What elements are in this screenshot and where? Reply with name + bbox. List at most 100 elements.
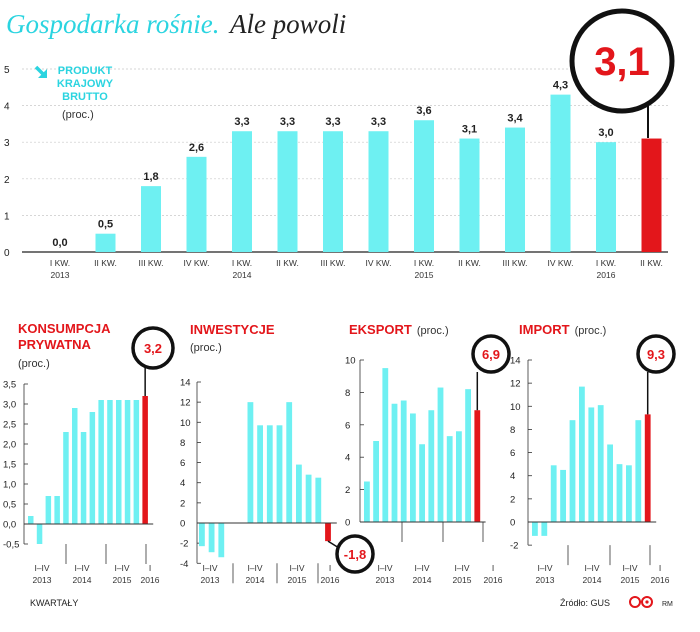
import-callout-circle [636,334,676,374]
import-y-tick: 6 [510,448,515,459]
konsumpcja-bar [124,400,131,524]
gdp-value-label: 3,3 [280,116,295,128]
eksport-callout-circle [471,334,511,374]
gdp-x-label: IV KW. [548,258,574,268]
eksport-x-label: 2015 [453,575,472,585]
import-bar [550,465,557,522]
eksport-x-label: I–IV [454,563,469,573]
title-part-1: Gospodarka rośnie. [6,9,220,39]
inwestycje-x-label: I–IV [289,563,304,573]
import-x-label: 2013 [536,575,555,585]
konsumpcja-y-tick: 1,5 [3,460,16,471]
gdp-value-label: 1,8 [143,171,158,183]
gdp-value-label: 3,6 [416,105,431,117]
inwestycje-y-tick: 8 [180,438,185,449]
import-bar [588,407,595,522]
import-y-tick: 14 [510,356,521,367]
arrow-down-right-icon [34,65,47,78]
eksport-bar [446,436,453,522]
inwestycje-bar [286,402,293,523]
gdp-y-tick: 2 [4,175,10,186]
inwestycje-y-tick: 12 [180,398,191,409]
import-chart: 14 12 10 8 6 4 2 0 -2 I–IV 2013 I–IV 2014 I–IV 2015 I 20… [510,322,676,585]
inwestycje-y-tick: -2 [180,539,188,550]
konsumpcja-bar [72,408,78,524]
inwestycje-x-label: I–IV [247,563,262,573]
eksport-bar [410,413,416,522]
gdp-bar-highlight [641,138,662,252]
gdp-x-label: I KW. [596,258,616,268]
gdp-value-label: 0,5 [98,219,113,231]
import-x-label: I–IV [622,563,637,573]
gdp-x-label: IV KW. [184,258,210,268]
page-title: Gospodarka rośnie. Ale powoli [6,9,346,39]
eksport-bar [373,441,379,522]
inwestycje-x-label: 2016 [321,575,340,585]
inwestycje-bar [199,523,205,547]
eksport-x-label: 2016 [484,575,503,585]
inwestycje-highlight-value: -1,8 [344,547,366,562]
eksport-bar [428,410,435,522]
inwestycje-bar [266,425,273,523]
gdp-highlight-value: 3,1 [594,40,650,84]
konsumpcja-bar [133,400,140,524]
konsumpcja-y-tick: -0,5 [3,540,19,551]
gdp-value-labels: 0,0 0,5 1,8 2,6 3,3 3,3 3,3 3,3 3,6 3,1 3,4 4,3 3,0 [52,80,613,249]
import-bar-highlight [644,414,651,522]
eksport-y-tick: 6 [345,420,350,431]
inwestycje-x-label: 2013 [201,575,220,585]
konsumpcja-y-tick: 2,5 [3,420,16,431]
gdp-x-label: II KW. [276,258,299,268]
gdp-unit-label: (proc.) [62,109,94,121]
small-charts: 3,5 3,0 2,5 2,0 1,5 1,0 0,5 0,0 -0,5 I–IV 2013 I–IV… [3,321,676,585]
inwestycje-bar [208,523,215,553]
import-bar [560,469,566,522]
gdp-x-label: III KW. [502,258,527,268]
inwestycje-bar [296,464,302,523]
eksport-y-tick: 0 [345,518,350,529]
gdp-bar [95,233,116,252]
eksport-highlight-value: 6,9 [482,347,500,362]
import-y-tick: 8 [510,425,515,436]
import-y-tick: -2 [510,541,518,552]
inwestycje-chart: 14 12 10 8 6 4 2 0 -2 -4 I–IV 2013 I–IV 2014 I–IV 2015 I… [180,322,375,585]
eksport-y-tick: 10 [345,356,356,367]
konsumpcja-x-label: I [149,563,151,573]
footer-initials: RM [662,601,673,608]
eksport-bar [456,431,462,522]
konsumpcja-x-label: 2016 [141,575,160,585]
import-bar [579,386,585,522]
import-bar [597,405,604,522]
gdp-bar [368,131,389,252]
gdp-x-label: II KW. [458,258,481,268]
inwestycje-bar [257,425,263,523]
gdp-y-axis: 0 1 2 3 4 5 [4,65,10,259]
inwestycje-y-tick: -4 [180,559,188,570]
import-x-label: I–IV [584,563,599,573]
import-bar [616,464,623,522]
konsumpcja-bar [63,432,69,524]
eksport-x-label: I–IV [414,563,429,573]
import-bar [626,465,632,522]
import-x-label: I [659,563,661,573]
inwestycje-y-tick: 0 [180,519,185,530]
gdp-value-label: 3,3 [234,116,249,128]
konsumpcja-x-label: 2015 [113,575,132,585]
gdp-x-label: I KW. [50,258,70,268]
gdp-x-label: III KW. [138,258,163,268]
konsumpcja-callout-circle [131,326,175,370]
inwestycje-y-tick: 2 [180,498,185,509]
konsumpcja-y-tick: 3,5 [3,380,16,391]
gdp-bar [505,127,525,252]
import-y-tick: 12 [510,379,521,390]
inwestycje-y-tick: 4 [180,478,185,489]
inwestycje-x-label: 2015 [288,575,307,585]
konsumpcja-bar [36,524,43,544]
gdp-bar [414,120,434,253]
gdp-bar [323,131,343,252]
inwestycje-x-label: I [329,563,331,573]
import-x-label: I–IV [537,563,552,573]
eksport-x-label: 2014 [413,575,432,585]
import-x-label: 2015 [621,575,640,585]
